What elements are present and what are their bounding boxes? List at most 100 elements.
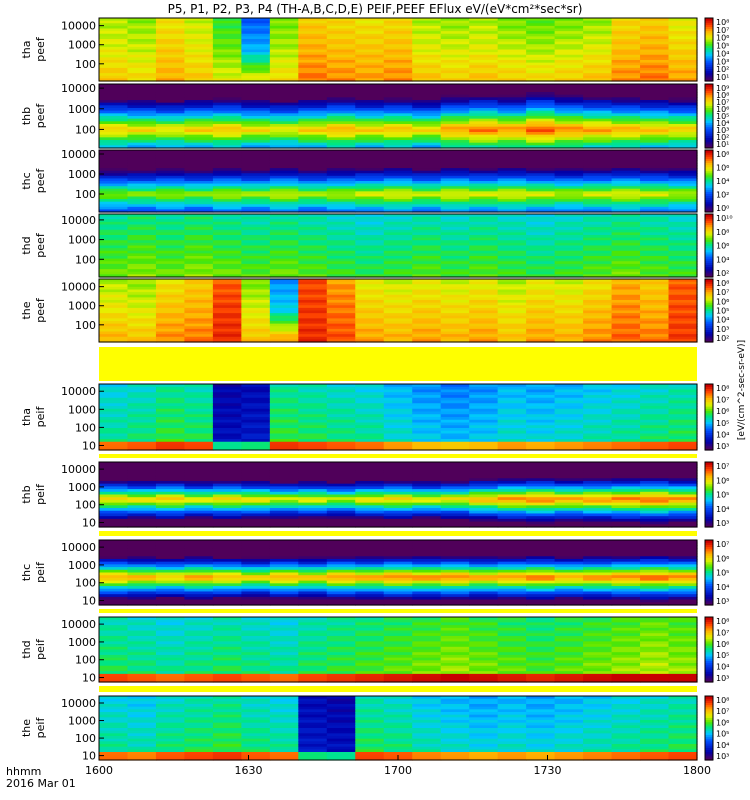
cell [526, 489, 556, 493]
cell [668, 411, 698, 415]
cell [355, 89, 385, 93]
cell [469, 97, 499, 101]
cell [269, 221, 299, 226]
cell [99, 336, 129, 340]
cell [355, 558, 385, 563]
cell [469, 467, 499, 471]
cell [383, 25, 413, 30]
cell [611, 140, 641, 144]
cell [127, 478, 157, 482]
cell [155, 644, 186, 648]
cell [298, 94, 328, 98]
cell [469, 575, 499, 579]
cell [611, 25, 641, 30]
cell [355, 622, 385, 626]
cell [668, 162, 698, 167]
colorbar-tick-label: 10² [716, 191, 729, 200]
cell [99, 654, 129, 659]
cell [668, 542, 698, 547]
cell [241, 433, 271, 437]
cell [497, 25, 527, 30]
cell [241, 467, 271, 471]
cell [355, 33, 385, 37]
colorbar-step [705, 297, 713, 301]
cell [611, 33, 641, 37]
cell [127, 214, 157, 218]
colorbar-step [705, 266, 713, 270]
cell [383, 428, 413, 432]
cell [99, 596, 129, 601]
colorbar-step [705, 544, 713, 548]
cell [326, 422, 356, 426]
cell [583, 622, 613, 626]
cell [269, 444, 299, 448]
cell [155, 18, 186, 22]
cell [155, 586, 186, 590]
cell [383, 318, 413, 322]
cell [583, 668, 613, 672]
cell [554, 433, 584, 437]
cell [155, 569, 186, 574]
cell [440, 310, 470, 314]
cell [583, 105, 613, 109]
cell [412, 142, 442, 146]
colorbar-step [705, 475, 713, 478]
cell [412, 116, 442, 120]
cell [326, 580, 356, 584]
cell [155, 140, 186, 144]
cell [554, 183, 584, 187]
cell [640, 334, 670, 338]
cell [583, 221, 613, 226]
cell [554, 129, 584, 133]
cell [640, 583, 670, 587]
cell [326, 583, 356, 587]
cell [326, 548, 356, 552]
cell [269, 178, 299, 182]
cell [383, 660, 413, 664]
cell [155, 577, 186, 582]
cell [383, 178, 413, 182]
cell [526, 281, 556, 285]
cell [640, 92, 670, 96]
cell [440, 673, 470, 678]
cell [497, 224, 527, 228]
cell [298, 300, 328, 304]
cell [497, 36, 527, 40]
cell [184, 65, 214, 69]
cell [583, 462, 613, 466]
cell [583, 447, 613, 451]
cell [184, 214, 214, 218]
cell [212, 513, 242, 517]
cell [412, 193, 442, 198]
cell [127, 430, 157, 435]
colorbar-tick-label: 10³ [716, 442, 729, 451]
cell [611, 395, 641, 399]
cell [583, 486, 613, 490]
cell [412, 41, 442, 45]
cell [440, 411, 470, 415]
cell [298, 124, 328, 128]
cell [611, 284, 641, 288]
cell [469, 242, 499, 247]
cell [212, 36, 242, 40]
cell [298, 321, 328, 325]
cell [412, 121, 442, 125]
cell [668, 102, 698, 106]
cell [412, 331, 442, 335]
cell [326, 318, 356, 322]
cell [212, 491, 242, 496]
cell [212, 175, 242, 180]
cell [668, 108, 698, 112]
cell [99, 339, 129, 343]
cell [497, 663, 527, 667]
cell [640, 580, 670, 584]
cell [269, 271, 299, 275]
cell [326, 160, 356, 164]
cell [269, 310, 299, 314]
cell [99, 433, 129, 437]
cell [640, 261, 670, 265]
cell [269, 150, 299, 154]
cell [412, 384, 442, 388]
